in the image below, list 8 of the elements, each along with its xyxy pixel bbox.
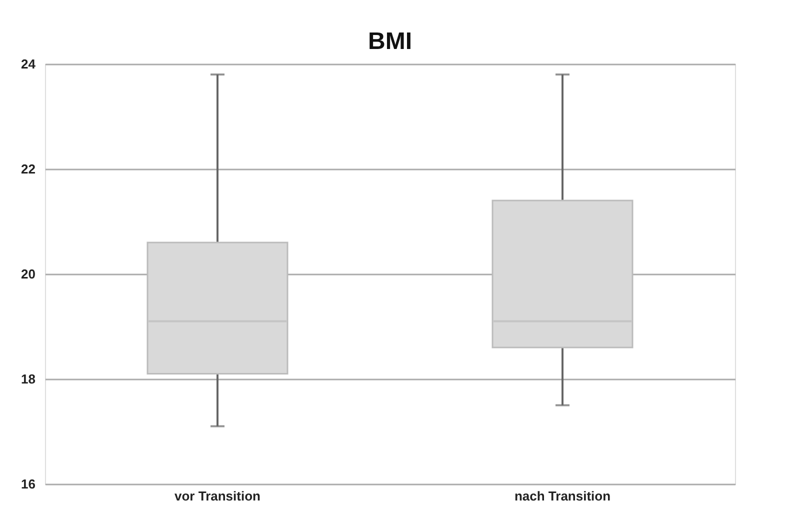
x-tick-label: vor Transition bbox=[174, 488, 261, 504]
y-tick-label: 20 bbox=[21, 266, 36, 282]
y-tick-label: 24 bbox=[21, 56, 36, 72]
x-tick-label: nach Transition bbox=[514, 488, 611, 504]
y-tick-label: 18 bbox=[21, 372, 36, 386]
chart-title: BMI bbox=[368, 28, 412, 55]
y-tick-label: 22 bbox=[21, 162, 36, 176]
y-tick-label: 16 bbox=[21, 476, 36, 492]
